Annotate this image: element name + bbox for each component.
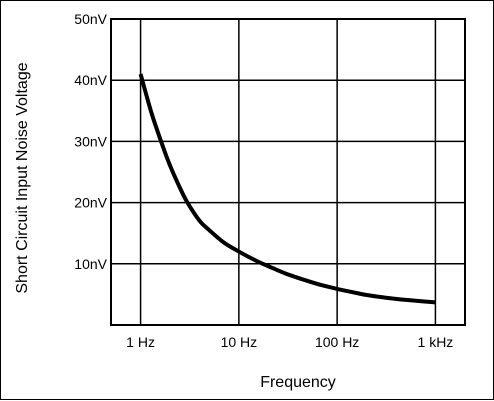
y-tick-label: 40nV — [74, 72, 107, 88]
x-tick-label: 1 kHz — [418, 334, 454, 350]
x-axis-title: Frequency — [260, 374, 336, 391]
y-tick-label: 10nV — [74, 256, 107, 272]
y-axis-title: Short Circuit Input Noise Voltage — [14, 62, 31, 293]
plot-area-border — [110, 18, 466, 326]
noise-curve — [138, 73, 436, 305]
x-tick-label: 10 Hz — [221, 334, 258, 350]
x-tick-label: 1 Hz — [126, 334, 155, 350]
y-tick-label: 30nV — [74, 133, 107, 149]
y-tick-label: 50nV — [74, 11, 107, 27]
y-tick-label: 20nV — [74, 195, 107, 211]
x-tick-label: 100 Hz — [315, 334, 359, 350]
